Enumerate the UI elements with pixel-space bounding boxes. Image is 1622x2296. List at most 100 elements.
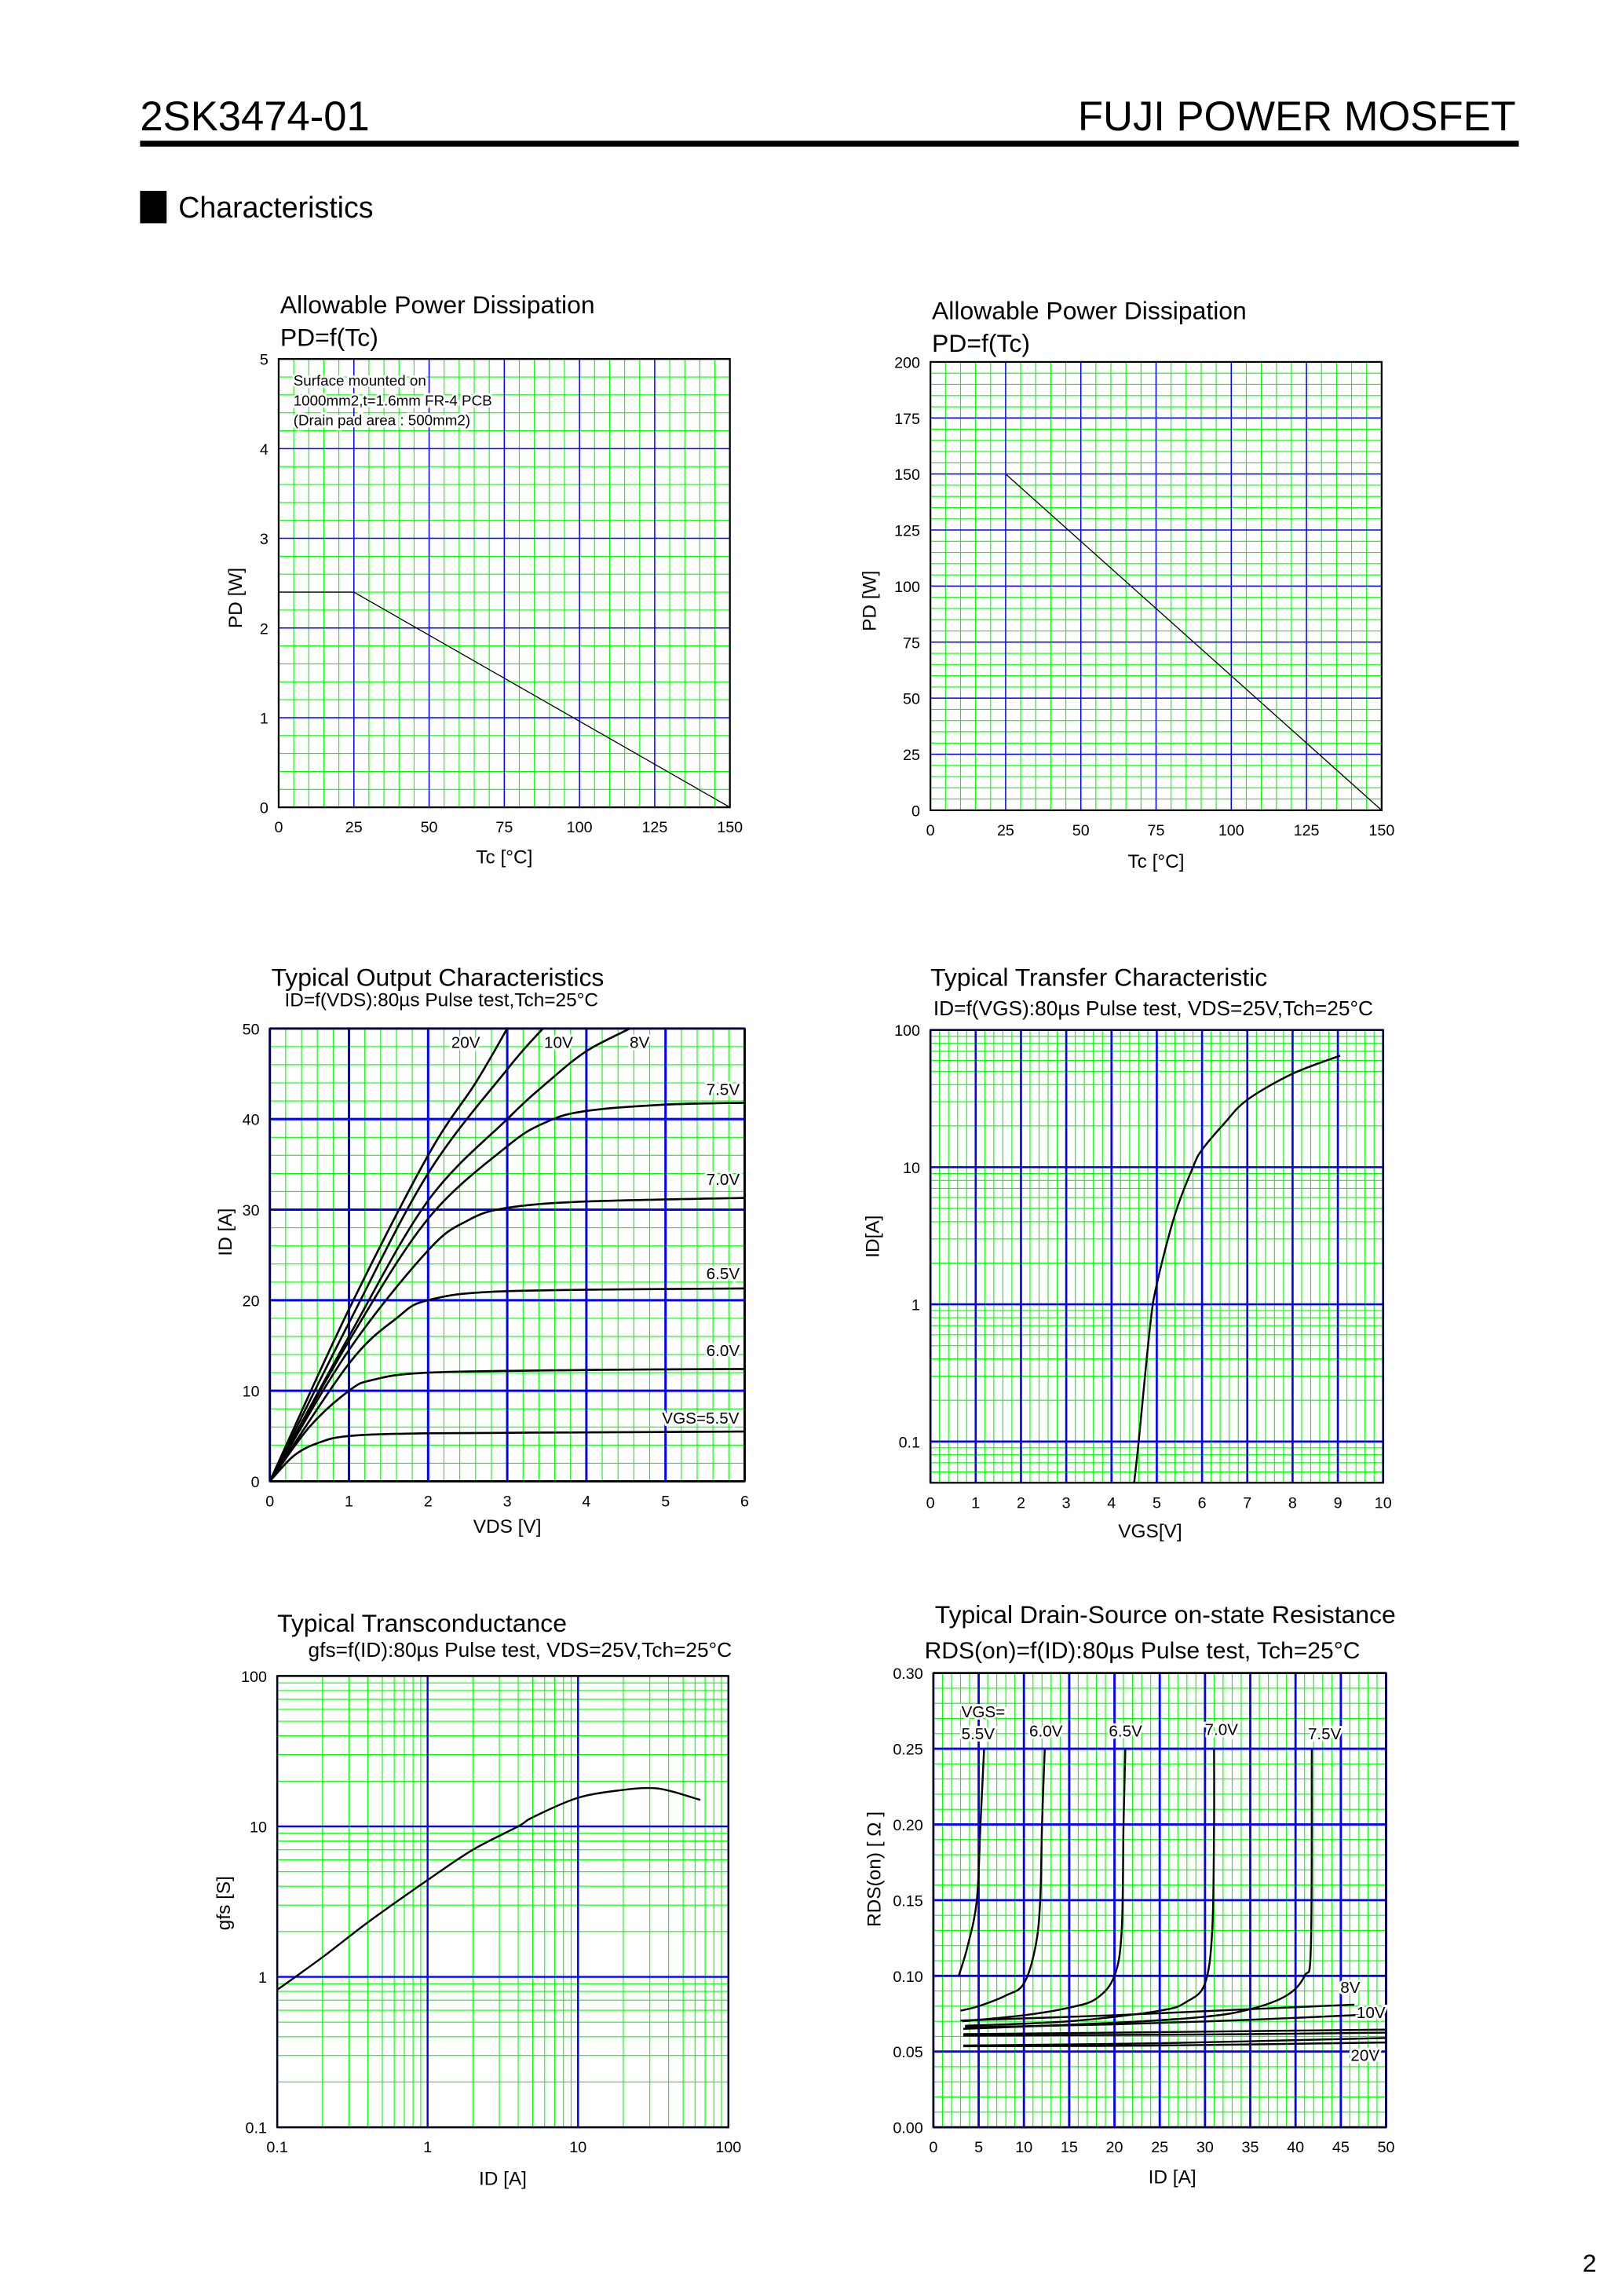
y-tick-label: 50 [243,1021,260,1038]
y-tick-label: 40 [243,1112,260,1129]
x-tick-label: 10 [1015,2139,1032,2156]
y-tick-label: 0.00 [893,2120,922,2137]
page-number: 2 [1583,2249,1597,2277]
chart-title: Typical Transfer Characteristic [930,963,1267,991]
series-line-20v [963,2037,1386,2047]
series-line [277,1786,701,1991]
series-label: 10V [1357,2004,1386,2022]
series-line [963,2028,1386,2035]
x-tick-label: 150 [1368,822,1394,839]
y-tick-label: 0.20 [893,1817,922,1834]
series-group [278,591,730,808]
section-bullet-icon [140,191,167,224]
series-line [1133,1055,1341,1483]
chart-3: Typical Output CharacteristicsID=f(VDS):… [215,963,749,1537]
x-tick-label: 50 [1378,2139,1395,2156]
grid [929,1029,1385,1483]
series-label: 8V [1340,1979,1360,1997]
x-tick-label: 0 [265,1493,274,1510]
y-tick-label: 200 [894,354,920,371]
series-line-8v [269,1028,630,1482]
y-tick-label: 25 [903,747,920,764]
y-axis-label: PD [W] [860,571,881,631]
x-tick-label: 0.1 [266,2139,287,2156]
series-label: 6.0V [707,1342,740,1360]
series-line-8v [960,2003,1355,2022]
y-tick-label: 0.1 [246,2120,267,2137]
x-axis-label: VDS [V] [473,1516,542,1537]
y-tick-label: 1 [258,1969,267,1987]
series-line-5.5v [958,1748,985,1976]
x-axis-label: ID [A] [1149,2166,1196,2188]
y-tick-label: 20 [243,1292,260,1310]
y-tick-label: 100 [241,1669,267,1686]
y-tick-label: 0.25 [893,1742,922,1759]
chart-subtitle: RDS(on)=f(ID):80µs Pulse test, Tch=25°C [925,1638,1361,1664]
series-label: 20V [451,1033,480,1051]
series-line-7.0v [965,1749,1215,2027]
y-tick-label: 0.1 [899,1434,920,1451]
y-tick-label: 5 [260,352,269,369]
x-tick-label: 2 [1017,1494,1025,1512]
series-label: VGS=5.5V [662,1409,739,1428]
y-tick-label: 1 [260,710,269,727]
series-line-20v [269,1028,509,1482]
series-label: 6.5V [707,1265,740,1283]
y-tick-label: 0.10 [893,1969,922,1986]
series-label: 5.5V [962,1725,995,1743]
chart-6: Typical Drain-Source on-state Resistance… [864,1600,1395,2188]
x-tick-label: 25 [997,822,1014,839]
x-tick-label: 9 [1334,1494,1343,1512]
plot-frame [932,1672,1387,2129]
y-tick-label: 10 [250,1819,267,1836]
grid [269,1027,746,1483]
x-tick-label: 6 [740,1493,749,1510]
x-tick-label: 1 [345,1493,353,1510]
series-line-6.0v [960,1748,1046,2012]
y-tick-label: 2 [260,620,269,638]
chart-subtitle: PD=f(Tc) [932,329,1030,357]
series-label: 20V [1350,2047,1379,2065]
series-line [963,2031,1386,2037]
x-tick-label: 100 [715,2139,741,2156]
x-tick-label: 0 [929,2139,937,2156]
chart-title: Typical Transconductance [277,1609,567,1637]
x-tick-label: 25 [1151,2139,1168,2156]
x-tick-label: 30 [1196,2139,1214,2156]
series-line [1005,473,1382,810]
x-axis-label: ID [A] [479,2168,527,2189]
x-tick-label: 125 [1294,822,1320,839]
chart-subtitle: ID=f(VDS):80µs Pulse test,Tch=25°C [284,990,598,1011]
plot-frame [276,1675,729,2129]
chart-annotation: Surface mounted on [294,372,426,389]
series-group [269,1028,745,1482]
y-axis-label: ID [A] [215,1208,236,1256]
plot-frame [277,358,731,809]
chart-title: Allowable Power Dissipation [280,291,595,319]
x-tick-label: 50 [421,819,438,836]
x-axis-label: VGS[V] [1118,1521,1182,1542]
x-tick-label: 8 [1288,1494,1297,1512]
x-tick-label: 125 [641,819,667,836]
x-tick-label: 0 [274,819,283,836]
series-group [1133,1055,1341,1483]
y-tick-label: 100 [894,1022,920,1040]
chart-annotation: 1000mm2,t=1.6mm FR-4 PCB [294,392,492,408]
x-tick-label: 25 [345,819,363,836]
y-tick-label: 10 [903,1160,920,1177]
y-axis-label: RDS(on) [ Ω ] [864,1812,885,1927]
series-label: 7.5V [1308,1725,1342,1743]
chart-title: Allowable Power Dissipation [932,296,1247,324]
grid [276,1675,730,2129]
series-line [963,2041,1386,2048]
series-label: 10V [544,1033,573,1051]
series-label: 7.0V [1204,1721,1238,1739]
chart-subtitle: PD=f(Tc) [280,323,378,351]
chart-subtitle: gfs=f(ID):80µs Pulse test, VDS=25V,Tch=2… [309,1638,732,1662]
y-tick-label: 0.30 [893,1665,922,1683]
y-tick-label: 100 [894,579,920,596]
x-tick-label: 5 [974,2139,983,2156]
x-tick-label: 100 [567,819,593,836]
x-tick-label: 75 [495,819,513,836]
